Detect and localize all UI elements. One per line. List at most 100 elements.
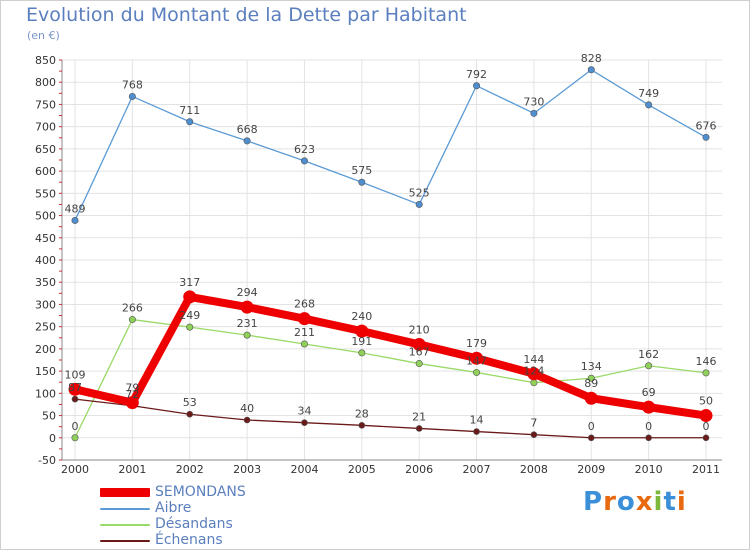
y-tick-label: 600	[35, 165, 56, 178]
data-label-semondans: 109	[65, 368, 86, 381]
data-point-echenans	[702, 434, 710, 442]
data-label-semondans: 79	[125, 382, 139, 395]
data-label-aibre: 623	[294, 143, 315, 156]
series-line-echenans	[74, 398, 707, 439]
data-label-aibre: 711	[179, 104, 200, 117]
data-point-aibre	[415, 200, 423, 208]
data-point-semondans	[699, 409, 713, 423]
data-label-echenans: 53	[183, 396, 197, 409]
logo-letter: r	[603, 487, 617, 517]
data-label-desandans: 191	[351, 335, 372, 348]
series-line-aibre	[74, 69, 707, 222]
data-point-desandans	[587, 374, 595, 382]
x-tick-label: 2010	[635, 463, 663, 476]
data-label-aibre: 792	[466, 68, 487, 81]
logo-letter: t	[663, 487, 677, 517]
data-label-aibre: 730	[523, 95, 544, 108]
data-label-aibre: 668	[237, 123, 258, 136]
y-tick-label: 400	[35, 254, 56, 267]
data-point-echenans	[530, 431, 538, 438]
data-label-desandans: 0	[72, 420, 79, 433]
y-tick-label: 850	[35, 54, 56, 67]
legend-label-echenans: Échenans	[155, 532, 223, 548]
data-label-aibre: 525	[409, 186, 430, 199]
data-label-echenans: 40	[240, 402, 254, 415]
chart-subtitle: (en €)	[27, 29, 60, 42]
data-point-aibre	[186, 118, 194, 126]
data-label-aibre: 828	[581, 52, 602, 65]
y-tick-label: 100	[35, 387, 56, 400]
data-point-semondans	[125, 396, 139, 410]
data-point-desandans	[358, 349, 366, 357]
data-label-echenans: 28	[355, 407, 369, 420]
data-label-desandans: 146	[696, 355, 717, 368]
data-point-aibre	[530, 109, 538, 117]
legend-label-desandans: Désandans	[155, 516, 233, 532]
data-point-desandans	[300, 340, 308, 348]
legend-label-semondans: SEMONDANS	[155, 484, 246, 500]
x-tick-label: 2001	[118, 463, 146, 476]
y-tick-label: 0	[49, 432, 56, 445]
data-label-echenans: 0	[588, 420, 595, 433]
data-point-desandans	[473, 368, 481, 376]
data-label-semondans: 268	[294, 298, 315, 311]
data-point-semondans	[240, 300, 254, 314]
series-line-semondans	[71, 292, 710, 420]
data-point-aibre	[128, 92, 136, 100]
data-label-echenans: 7	[530, 417, 537, 430]
data-label-desandans: 231	[237, 317, 258, 330]
data-label-semondans: 69	[642, 386, 656, 399]
x-tick-label: 2002	[176, 463, 204, 476]
data-point-semondans	[584, 391, 598, 405]
y-tick-label: 250	[35, 321, 56, 334]
data-label-semondans: 144	[523, 353, 544, 366]
y-tick-label: 450	[35, 232, 56, 245]
chart-title: Evolution du Montant de la Dette par Hab…	[26, 4, 467, 26]
data-point-aibre	[702, 133, 710, 141]
data-point-semondans	[183, 290, 197, 304]
data-point-desandans	[243, 331, 251, 339]
data-point-aibre	[645, 101, 653, 109]
data-label-semondans: 210	[409, 323, 430, 336]
legend-swatch-echenans	[100, 540, 150, 542]
data-point-aibre	[300, 157, 308, 165]
data-point-aibre	[473, 82, 481, 90]
data-point-semondans	[355, 324, 369, 338]
x-tick-label: 2000	[61, 463, 89, 476]
x-tick-label: 2007	[463, 463, 491, 476]
line-chart: -500501001502002503003504004505005506006…	[35, 52, 722, 476]
data-point-semondans	[527, 367, 541, 381]
legend-swatch-aibre	[100, 508, 150, 510]
data-point-semondans	[297, 312, 311, 326]
data-label-echenans: 0	[703, 420, 710, 433]
data-label-desandans: 266	[122, 302, 143, 315]
data-point-aibre	[243, 137, 251, 145]
series	[68, 66, 713, 442]
data-point-desandans	[71, 434, 79, 442]
y-tick-label: 150	[35, 365, 56, 378]
data-label-echenans: 21	[412, 410, 426, 423]
data-point-aibre	[587, 66, 595, 74]
data-label-semondans: 50	[699, 395, 713, 408]
data-point-echenans	[473, 428, 480, 435]
logo-letter: i	[676, 487, 687, 517]
data-point-desandans	[702, 369, 710, 377]
data-label-desandans: 124	[523, 365, 544, 378]
data-point-echenans	[186, 410, 194, 418]
data-point-semondans	[470, 351, 484, 365]
data-label-aibre: 749	[638, 87, 659, 100]
data-label-semondans: 317	[179, 276, 200, 289]
y-tick-label: 550	[35, 187, 56, 200]
axes: -500501001502002503003504004505005506006…	[35, 54, 722, 476]
y-tick-label: 300	[35, 298, 56, 311]
data-point-echenans	[645, 434, 652, 442]
data-label-echenans: 34	[297, 405, 311, 418]
x-tick-label: 2005	[348, 463, 376, 476]
legend-swatch-semondans	[100, 488, 150, 497]
x-tick-label: 2009	[577, 463, 605, 476]
data-label-echenans: 14	[470, 414, 484, 427]
data-point-echenans	[243, 416, 251, 424]
x-tick-label: 2003	[233, 463, 261, 476]
data-label-desandans: 211	[294, 326, 315, 339]
